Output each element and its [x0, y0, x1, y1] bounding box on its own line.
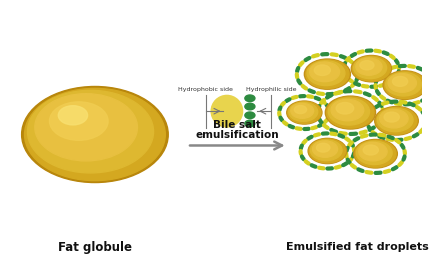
- Circle shape: [58, 106, 88, 125]
- Circle shape: [325, 96, 376, 129]
- Circle shape: [245, 103, 255, 110]
- Circle shape: [245, 120, 255, 127]
- Text: emulsification: emulsification: [195, 130, 279, 140]
- Circle shape: [27, 90, 154, 173]
- Text: Hydrophilic side: Hydrophilic side: [245, 87, 296, 92]
- Circle shape: [314, 65, 330, 76]
- Circle shape: [359, 142, 387, 161]
- Circle shape: [316, 143, 330, 152]
- Circle shape: [360, 60, 374, 70]
- Circle shape: [288, 102, 321, 123]
- Circle shape: [353, 56, 390, 81]
- Circle shape: [376, 107, 417, 134]
- Circle shape: [306, 60, 349, 88]
- Circle shape: [245, 95, 255, 102]
- Circle shape: [308, 138, 347, 164]
- Circle shape: [291, 103, 314, 118]
- Circle shape: [354, 139, 397, 168]
- Ellipse shape: [211, 95, 243, 127]
- Circle shape: [245, 112, 255, 119]
- Circle shape: [377, 108, 413, 132]
- Circle shape: [331, 99, 364, 121]
- Circle shape: [35, 94, 137, 161]
- Circle shape: [385, 72, 425, 99]
- Circle shape: [309, 139, 346, 163]
- Circle shape: [380, 109, 408, 128]
- Circle shape: [388, 74, 416, 92]
- Text: Bile salt: Bile salt: [214, 120, 261, 130]
- Circle shape: [354, 57, 387, 79]
- Circle shape: [384, 112, 399, 122]
- Circle shape: [311, 140, 342, 160]
- Circle shape: [294, 106, 307, 114]
- Text: Hydrophobic side: Hydrophobic side: [179, 87, 233, 92]
- Circle shape: [327, 97, 374, 128]
- Circle shape: [287, 101, 322, 124]
- Circle shape: [363, 145, 378, 155]
- Circle shape: [351, 55, 392, 82]
- Circle shape: [313, 141, 338, 157]
- Circle shape: [355, 140, 396, 167]
- Circle shape: [356, 141, 392, 165]
- Circle shape: [375, 106, 418, 135]
- Circle shape: [310, 62, 340, 82]
- Circle shape: [24, 88, 165, 181]
- Circle shape: [336, 102, 354, 114]
- Circle shape: [328, 98, 369, 125]
- Text: Emulsified fat droplets: Emulsified fat droplets: [286, 242, 429, 252]
- Circle shape: [383, 71, 427, 99]
- Circle shape: [307, 61, 345, 86]
- Circle shape: [22, 87, 168, 183]
- Text: Fat globule: Fat globule: [58, 241, 132, 253]
- Circle shape: [392, 76, 408, 87]
- Circle shape: [50, 102, 108, 140]
- Circle shape: [304, 59, 350, 89]
- Circle shape: [356, 58, 382, 75]
- Circle shape: [289, 102, 318, 121]
- Circle shape: [386, 73, 421, 96]
